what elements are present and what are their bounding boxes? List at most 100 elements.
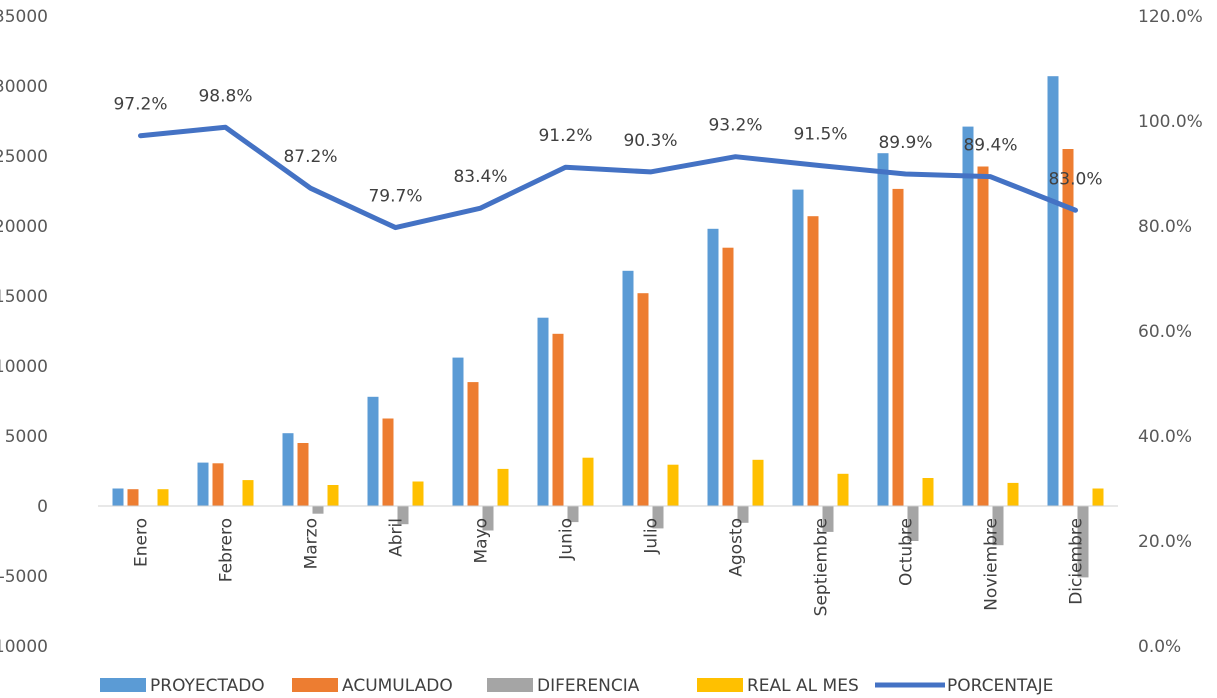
proyectado-bar bbox=[537, 317, 549, 506]
proyectado-bar bbox=[197, 462, 209, 506]
proyectado-bar bbox=[452, 357, 464, 506]
real-al-mes-bar bbox=[922, 478, 934, 506]
proyectado-bar bbox=[112, 488, 124, 506]
porcentaje-data-label: 93.2% bbox=[708, 116, 762, 136]
real-al-mes-bar bbox=[412, 481, 424, 506]
acumulado-bar bbox=[637, 293, 649, 506]
acumulado-bar bbox=[892, 188, 904, 506]
acumulado-bar bbox=[722, 247, 734, 506]
real-al-mes-bar bbox=[752, 459, 764, 506]
legend: PROYECTADO ACUMULADO DIFERENCIA REAL AL MES… bbox=[100, 676, 1053, 696]
acumulado-legend-swatch bbox=[292, 678, 338, 692]
left-axis-tick-label: 30000 bbox=[0, 77, 48, 97]
real-al-mes-legend-label: REAL AL MES bbox=[747, 676, 859, 696]
diferencia-bar bbox=[567, 506, 579, 523]
right-axis-tick-label: 20.0% bbox=[1138, 532, 1192, 552]
right-axis-tick-label: 100.0% bbox=[1138, 112, 1203, 132]
diferencia-bar bbox=[822, 506, 834, 532]
acumulado-bar bbox=[1062, 149, 1074, 506]
category-label: Mayo bbox=[472, 518, 492, 564]
porcentaje-data-label: 89.4% bbox=[963, 136, 1017, 156]
acumulado-bar bbox=[382, 418, 394, 506]
acumulado-bar bbox=[552, 333, 564, 506]
left-axis-tick-label: -5000 bbox=[0, 567, 48, 587]
right-axis-tick-label: 0.0% bbox=[1138, 637, 1181, 657]
proyectado-bar bbox=[877, 153, 889, 506]
acumulado-legend-label: ACUMULADO bbox=[342, 676, 453, 696]
right-axis-tick-label: 120.0% bbox=[1138, 7, 1203, 27]
left-axis-tick-label: 10000 bbox=[0, 357, 48, 377]
category-label: Octubre bbox=[897, 518, 917, 586]
right-axis-tick-label: 60.0% bbox=[1138, 322, 1192, 342]
diferencia-bar bbox=[992, 506, 1004, 546]
category-label: Marzo bbox=[302, 518, 322, 569]
left-axis-tick-label: 15000 bbox=[0, 287, 48, 307]
acumulado-bar bbox=[807, 216, 819, 506]
proyectado-bar bbox=[282, 433, 294, 506]
proyectado-bar bbox=[962, 126, 974, 506]
porcentaje-data-label: 79.7% bbox=[368, 187, 422, 207]
diferencia-bar bbox=[482, 506, 494, 531]
acumulado-bar bbox=[977, 166, 989, 506]
porcentaje-data-label: 91.2% bbox=[538, 126, 592, 146]
left-axis-tick-label: 0 bbox=[37, 497, 48, 517]
right-axis-tick-label: 40.0% bbox=[1138, 427, 1192, 447]
diferencia-legend-label: DIFERENCIA bbox=[537, 676, 640, 696]
left-axis-tick-label: 20000 bbox=[0, 217, 48, 237]
category-label: Agosto bbox=[727, 518, 747, 577]
left-y-axis: -10000 -5000 0 5000 10000 15000 20000 25000 3000… bbox=[0, 7, 48, 657]
left-axis-tick-label: 35000 bbox=[0, 7, 48, 27]
proyectado-bar bbox=[367, 396, 379, 506]
acumulado-bar bbox=[297, 443, 309, 506]
real-al-mes-legend-swatch bbox=[697, 678, 743, 692]
real-al-mes-bar bbox=[667, 464, 679, 506]
diferencia-bar bbox=[907, 506, 919, 541]
diferencia-bar bbox=[737, 506, 749, 523]
diferencia-bar bbox=[397, 506, 409, 525]
porcentaje-data-label: 90.3% bbox=[623, 131, 677, 151]
porcentaje-legend-label: PORCENTAJE bbox=[947, 676, 1053, 696]
acumulado-bar bbox=[212, 463, 224, 506]
category-label: Junio bbox=[557, 518, 577, 561]
diferencia-bar bbox=[652, 506, 664, 529]
right-y-axis: 0.0% 20.0% 40.0% 60.0% 80.0% 100.0% 120.0% bbox=[1138, 7, 1203, 657]
porcentaje-data-label: 89.9% bbox=[878, 133, 932, 153]
diferencia-legend-swatch bbox=[487, 678, 533, 692]
porcentaje-data-label: 91.5% bbox=[793, 125, 847, 145]
porcentaje-data-label: 83.0% bbox=[1048, 169, 1102, 189]
diferencia-bar bbox=[312, 506, 324, 514]
proyectado-bar bbox=[792, 189, 804, 506]
porcentaje-data-label: 98.8% bbox=[198, 86, 252, 106]
category-label: Diciembre bbox=[1067, 518, 1087, 605]
acumulado-bar bbox=[127, 489, 139, 506]
porcentaje-line-series: 97.2% 98.8% 87.2% 79.7% 83.4% 91.2% 90.3% 93.2%… bbox=[113, 86, 1103, 231]
real-al-mes-bar bbox=[1092, 488, 1104, 506]
category-label: Abril bbox=[387, 518, 407, 557]
bar-series bbox=[112, 76, 1104, 578]
porcentaje-data-label: 83.4% bbox=[453, 167, 507, 187]
left-axis-tick-label: 5000 bbox=[5, 427, 48, 447]
left-axis-tick-label: 25000 bbox=[0, 147, 48, 167]
real-al-mes-bar bbox=[157, 489, 169, 506]
proyectado-bar bbox=[622, 270, 634, 506]
real-al-mes-bar bbox=[1007, 482, 1019, 506]
category-labels: Enero Febrero Marzo Abril Mayo Junio Julio Agos… bbox=[132, 518, 1087, 616]
real-al-mes-bar bbox=[582, 457, 594, 506]
real-al-mes-bar bbox=[327, 485, 339, 506]
real-al-mes-bar bbox=[837, 473, 849, 506]
proyectado-bar bbox=[707, 228, 719, 507]
category-label: Noviembre bbox=[982, 518, 1002, 611]
category-label: Julio bbox=[642, 518, 662, 555]
porcentaje-line bbox=[138, 124, 1078, 231]
proyectado-legend-label: PROYECTADO bbox=[150, 676, 265, 696]
category-label: Enero bbox=[132, 518, 152, 567]
proyectado-bar bbox=[1047, 76, 1059, 506]
acumulado-bar bbox=[467, 382, 479, 506]
real-al-mes-bar bbox=[497, 468, 509, 506]
proyectado-legend-swatch bbox=[100, 678, 146, 692]
porcentaje-data-label: 97.2% bbox=[113, 95, 167, 115]
right-axis-tick-label: 80.0% bbox=[1138, 217, 1192, 237]
porcentaje-data-label: 87.2% bbox=[283, 147, 337, 167]
real-al-mes-bar bbox=[242, 480, 254, 506]
